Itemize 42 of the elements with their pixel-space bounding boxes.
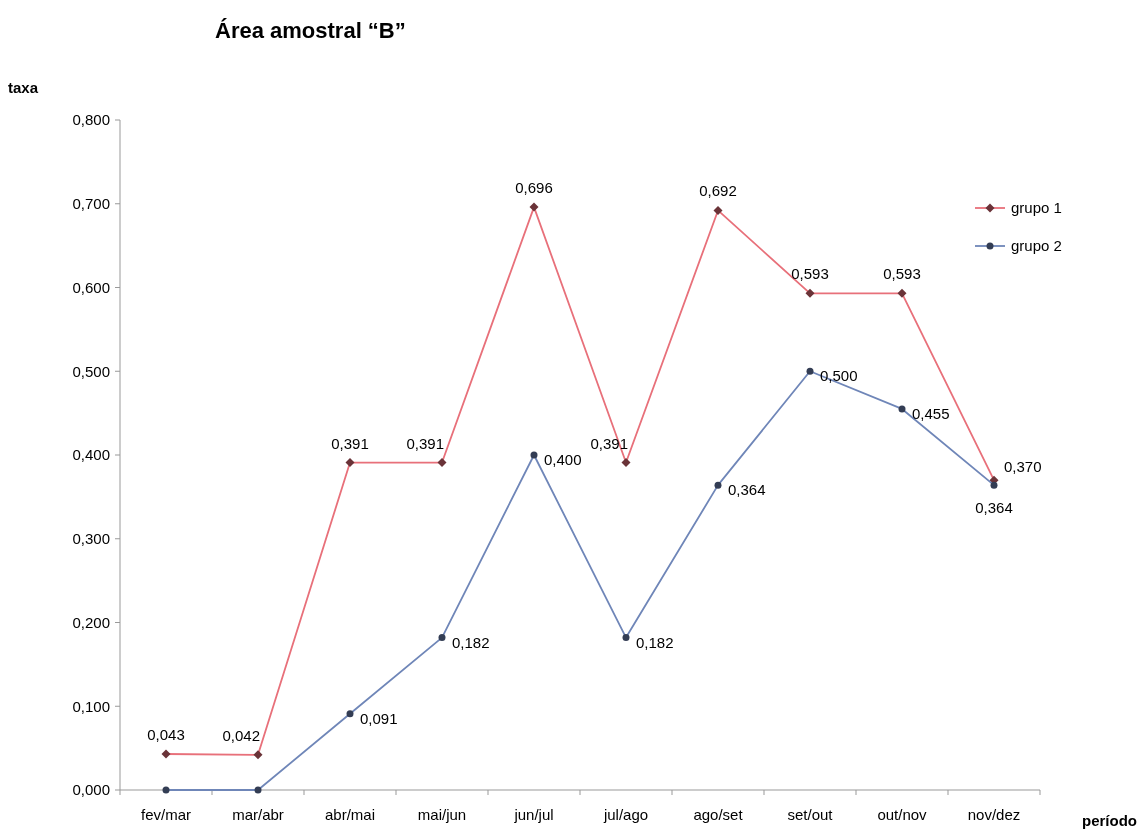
data-label: 0,391 xyxy=(590,434,628,452)
y-axis-title: taxa xyxy=(8,79,39,96)
data-label: 0,400 xyxy=(544,451,582,468)
y-tick-label: 0,800 xyxy=(72,111,110,129)
data-label: 0,692 xyxy=(699,182,737,200)
y-tick-label: 0,500 xyxy=(72,362,110,380)
chart-title: Área amostral “B” xyxy=(215,18,406,43)
data-label: 0,364 xyxy=(975,499,1013,517)
x-tick-label: mar/abr xyxy=(232,806,284,823)
legend-label: grupo 2 xyxy=(1011,237,1062,255)
data-label: 0,182 xyxy=(452,633,490,651)
y-tick-label: 0,100 xyxy=(72,697,110,715)
data-label: 0,182 xyxy=(636,633,674,651)
legend-label: grupo 1 xyxy=(1011,199,1062,217)
x-axis-title: período xyxy=(1082,812,1137,829)
x-tick-label: fev/mar xyxy=(140,806,192,823)
x-tick-label: jul/ago xyxy=(602,806,649,823)
x-tick-label: ago/set xyxy=(693,806,744,823)
y-tick-label: 0,700 xyxy=(72,195,110,212)
y-tick-label: 0,400 xyxy=(72,446,110,464)
x-tick-label: mai/jun xyxy=(417,806,467,823)
data-label: 0,091 xyxy=(360,709,398,727)
data-label: 0,370 xyxy=(1004,458,1042,476)
data-label: 0,391 xyxy=(331,434,369,452)
data-label: 0,593 xyxy=(791,265,829,283)
x-tick-label: set/out xyxy=(787,806,834,823)
data-label: 0,042 xyxy=(222,726,260,744)
x-tick-label: out/nov xyxy=(877,806,928,823)
y-tick-label: 0,600 xyxy=(72,278,110,296)
y-tick-label: 0,300 xyxy=(72,530,110,547)
x-tick-label: abr/mai xyxy=(324,806,376,823)
data-label: 0,696 xyxy=(515,179,553,197)
data-label: 0,593 xyxy=(883,265,921,283)
data-label: 0,043 xyxy=(147,725,185,743)
x-tick-label: nov/dez xyxy=(967,806,1021,823)
data-label: 0,391 xyxy=(406,434,444,452)
data-label: 0,364 xyxy=(728,481,766,499)
y-tick-label: 0,000 xyxy=(72,781,110,799)
data-label: 0,455 xyxy=(912,404,950,422)
x-tick-label: jun/jul xyxy=(513,806,554,823)
y-tick-label: 0,200 xyxy=(72,613,110,631)
data-label: 0,500 xyxy=(820,367,858,385)
